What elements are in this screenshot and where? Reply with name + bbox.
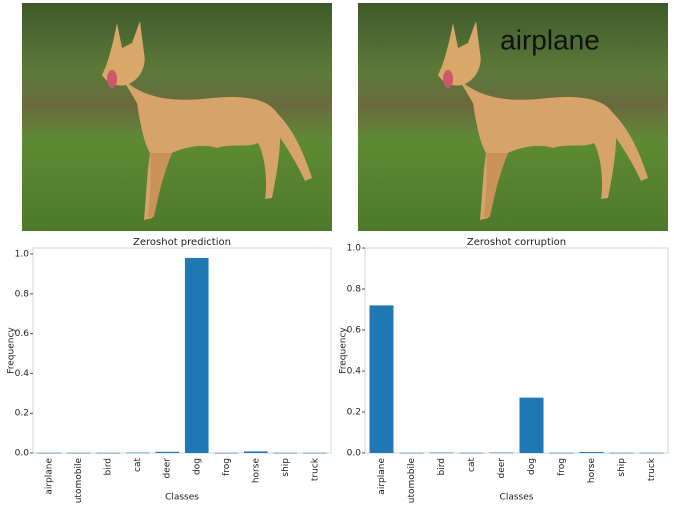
x-tick-label: ship bbox=[617, 458, 627, 477]
x-tick-label: frog bbox=[222, 458, 232, 476]
y-tick-label: 0.6 bbox=[15, 329, 30, 339]
x-tick-label: horse bbox=[251, 458, 261, 484]
figure: airplane Zeroshot predictionClassesFrequ… bbox=[0, 0, 674, 504]
bar bbox=[520, 398, 544, 453]
y-tick-label: 1.0 bbox=[15, 249, 30, 259]
plot-frame bbox=[365, 248, 668, 453]
bar bbox=[37, 453, 61, 454]
y-tick-label: 1.0 bbox=[347, 244, 362, 254]
x-tick-label: horse bbox=[587, 458, 597, 484]
y-tick-label: 0.8 bbox=[347, 285, 362, 295]
bar bbox=[550, 453, 574, 454]
bar bbox=[214, 453, 238, 454]
bar bbox=[303, 453, 327, 454]
bar bbox=[126, 453, 150, 454]
bar bbox=[370, 305, 394, 453]
x-axis-label: Classes bbox=[500, 493, 534, 503]
x-tick-label: airplane bbox=[377, 458, 387, 495]
x-tick-label: truck bbox=[647, 457, 657, 481]
bar bbox=[155, 452, 179, 453]
bar bbox=[244, 451, 268, 453]
x-tick-label: automobile bbox=[407, 458, 417, 504]
x-tick-label: airplane bbox=[45, 458, 55, 495]
bar bbox=[610, 453, 634, 454]
y-tick-label: 0.8 bbox=[15, 289, 30, 299]
x-axis-label: Classes bbox=[165, 493, 199, 503]
x-tick-label: truck bbox=[310, 457, 320, 481]
x-tick-label: ship bbox=[281, 458, 291, 477]
overlay-text: airplane bbox=[500, 24, 600, 55]
bar bbox=[273, 453, 297, 454]
chart-title: Zeroshot corruption bbox=[467, 237, 566, 248]
x-tick-label: cat bbox=[133, 458, 143, 472]
x-tick-label: frog bbox=[557, 458, 567, 476]
bar bbox=[490, 453, 514, 454]
y-tick-label: 0.0 bbox=[15, 449, 30, 459]
x-tick-label: deer bbox=[163, 458, 173, 479]
bar bbox=[400, 453, 424, 454]
bar bbox=[430, 453, 454, 454]
y-tick-label: 0.0 bbox=[347, 449, 362, 459]
photo-original bbox=[22, 3, 332, 231]
y-tick-label: 0.4 bbox=[347, 367, 362, 377]
bar bbox=[460, 453, 484, 454]
x-tick-label: bird bbox=[437, 458, 447, 475]
plot-frame bbox=[33, 248, 331, 453]
bar bbox=[580, 452, 604, 453]
x-tick-label: bird bbox=[104, 458, 114, 475]
chart-title: Zeroshot prediction bbox=[133, 237, 231, 248]
x-tick-label: dog bbox=[192, 458, 202, 475]
y-tick-label: 0.2 bbox=[347, 408, 361, 418]
y-tick-label: 0.4 bbox=[15, 369, 30, 379]
bar bbox=[640, 453, 664, 454]
x-tick-label: dog bbox=[527, 458, 537, 475]
x-tick-label: deer bbox=[497, 458, 507, 479]
bar bbox=[185, 258, 209, 453]
x-tick-label: cat bbox=[467, 458, 477, 472]
bar bbox=[67, 453, 91, 454]
x-tick-label: automobile bbox=[74, 458, 84, 504]
bar bbox=[96, 453, 120, 454]
y-tick-label: 0.2 bbox=[15, 409, 29, 419]
y-tick-label: 0.6 bbox=[347, 326, 362, 336]
